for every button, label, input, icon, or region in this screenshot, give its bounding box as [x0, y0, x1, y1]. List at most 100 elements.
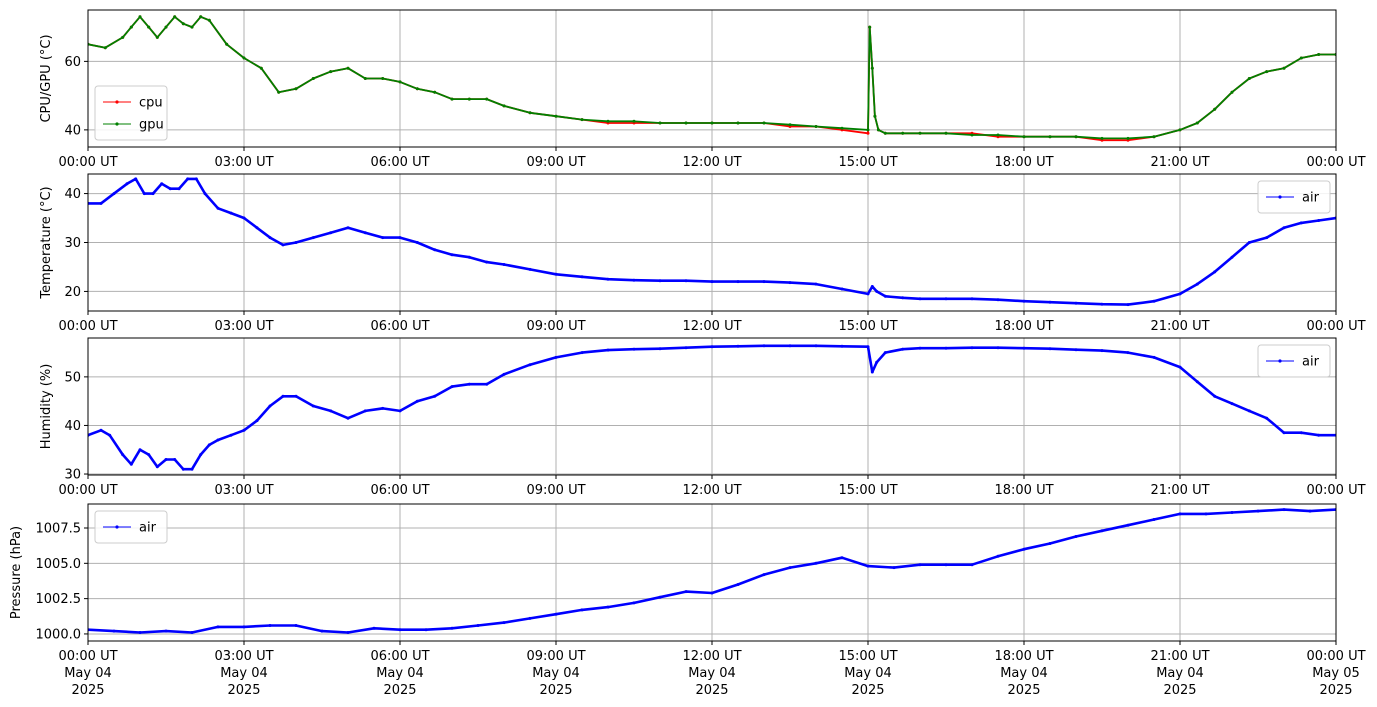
data-point: [476, 624, 480, 627]
data-point: [840, 556, 844, 560]
data-point: [866, 131, 870, 135]
data-point: [164, 458, 168, 461]
data-point: [467, 382, 471, 386]
data-point: [1230, 511, 1234, 514]
data-point: [875, 289, 879, 293]
x-tick-label: 12:00 UT: [682, 483, 741, 498]
data-point: [606, 119, 610, 123]
data-point: [1126, 351, 1130, 355]
data-point: [1213, 394, 1217, 398]
y-tick-label: 1002.5: [36, 592, 82, 607]
data-point: [870, 285, 874, 288]
data-point: [112, 629, 116, 633]
data-point: [129, 462, 133, 466]
data-point: [320, 629, 324, 633]
data-point: [658, 347, 662, 351]
data-point: [108, 433, 112, 437]
data-point: [268, 624, 272, 627]
y-tick-label: 40: [64, 419, 81, 434]
x-tick-date: May 04: [688, 666, 736, 681]
data-point: [736, 344, 740, 348]
x-tick-label: 21:00 UT: [1150, 649, 1209, 664]
data-point: [398, 628, 402, 632]
data-point: [1178, 365, 1182, 369]
data-point: [632, 119, 636, 123]
data-point: [762, 280, 766, 284]
x-tick-label: 09:00 UT: [526, 319, 585, 334]
data-point: [606, 277, 610, 281]
data-point: [1126, 136, 1130, 140]
data-point: [814, 282, 818, 286]
data-point: [160, 182, 164, 186]
x-tick-label: 00:00 UT: [58, 319, 117, 334]
data-point: [1048, 542, 1052, 545]
data-point: [1282, 508, 1286, 512]
data-point: [1256, 509, 1260, 513]
data-point: [1317, 53, 1321, 56]
data-point: [424, 628, 428, 632]
data-point: [901, 347, 905, 351]
data-point: [467, 97, 471, 101]
data-point: [294, 87, 298, 91]
legend-box: [94, 85, 168, 141]
data-point: [1178, 292, 1182, 296]
data-point: [268, 404, 272, 408]
data-point: [580, 608, 584, 612]
series-line-gpu: [88, 15, 1336, 140]
data-point: [970, 133, 974, 137]
data-point: [1074, 348, 1078, 352]
data-point: [1178, 512, 1182, 516]
data-point: [242, 428, 246, 432]
data-point: [415, 241, 419, 244]
data-point: [1282, 431, 1286, 435]
x-tick-date: May 04: [376, 666, 424, 681]
data-point: [1265, 70, 1269, 74]
x-tick-year: 2025: [71, 683, 104, 698]
x-tick-label: 09:00 UT: [526, 483, 585, 498]
data-point: [866, 292, 870, 296]
data-point: [944, 346, 948, 350]
data-point: [155, 465, 159, 469]
data-point: [970, 297, 974, 301]
data-point: [658, 279, 662, 283]
legend-marker-air: [115, 525, 119, 529]
data-point: [311, 77, 315, 80]
x-tick-year: 2025: [1163, 683, 1196, 698]
data-point: [1308, 509, 1312, 513]
legend-marker-air: [1278, 195, 1282, 199]
data-point: [788, 344, 792, 348]
data-point: [1100, 529, 1104, 533]
legend: air: [1257, 180, 1331, 214]
data-point: [1247, 77, 1251, 80]
data-point: [1265, 236, 1269, 240]
data-point: [229, 433, 233, 437]
data-point: [242, 625, 246, 629]
data-point: [1152, 518, 1156, 521]
x-tick-label: 18:00 UT: [994, 155, 1053, 170]
x-tick-label: 15:00 UT: [838, 649, 897, 664]
x-tick-label: 21:00 UT: [1150, 319, 1209, 334]
data-point: [814, 561, 818, 565]
y-axis-label: CPU/GPU (°C): [39, 34, 54, 122]
y-tick-label: 60: [64, 55, 81, 70]
data-point: [1152, 135, 1156, 139]
x-tick-year: 2025: [539, 683, 572, 698]
data-point: [134, 177, 138, 181]
data-point: [433, 248, 437, 252]
data-point: [268, 236, 272, 240]
data-point: [554, 114, 558, 118]
legend: cpu gpu: [94, 85, 168, 141]
data-point: [294, 241, 298, 244]
data-point: [710, 345, 714, 349]
data-point: [710, 121, 714, 125]
data-point: [1247, 241, 1251, 244]
data-point: [216, 625, 220, 629]
data-point: [1048, 300, 1052, 304]
y-axis-label: Humidity (%): [39, 364, 54, 450]
y-tick-label: 50: [64, 370, 81, 385]
data-point: [1126, 523, 1130, 527]
data-point: [1100, 302, 1104, 306]
x-tick-label: 03:00 UT: [214, 649, 273, 664]
data-point: [216, 206, 220, 210]
data-point: [762, 344, 766, 348]
